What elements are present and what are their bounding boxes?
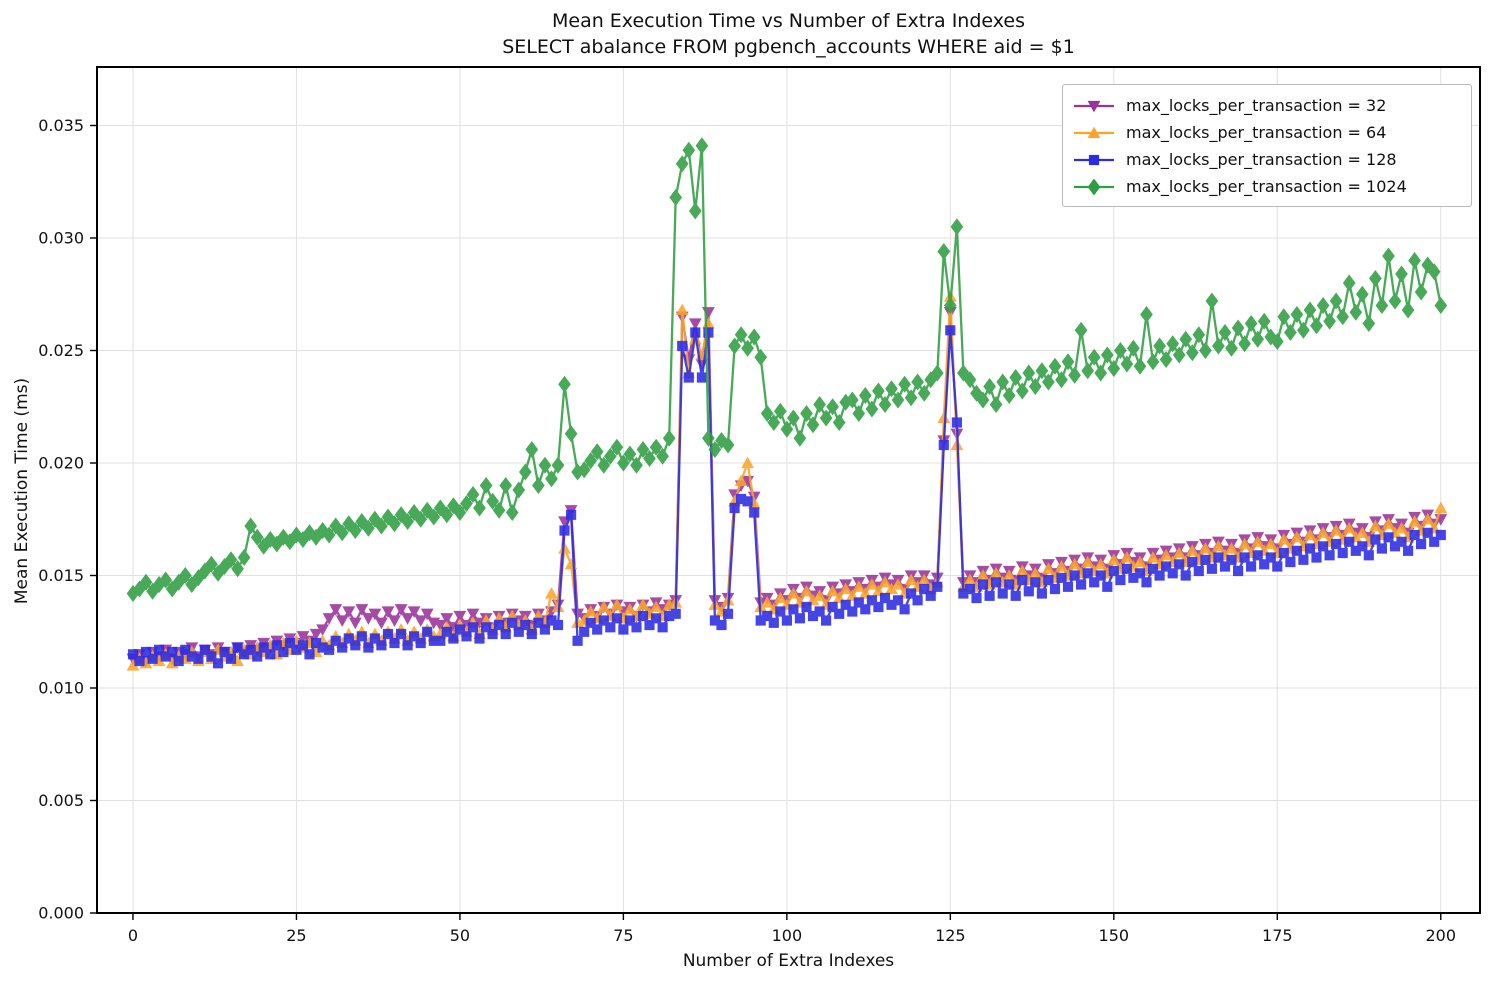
x-tick-label: 100 (772, 926, 803, 945)
x-tick-label: 0 (128, 926, 138, 945)
gridlines (97, 67, 1480, 914)
legend-item: max_locks_per_transaction = 1024 (1072, 173, 1461, 200)
x-tick-label: 25 (286, 926, 306, 945)
y-tick-label: 0.025 (38, 341, 84, 360)
legend-marker-diamond-icon (1074, 178, 1114, 195)
chart-subtitle: SELECT abalance FROM pgbench_accounts WH… (502, 36, 1075, 59)
x-tick-label: 150 (1099, 926, 1130, 945)
series-3 (127, 325, 1446, 669)
legend-label: max_locks_per_transaction = 32 (1126, 96, 1387, 115)
y-tick-label: 0.030 (38, 229, 84, 248)
chart-title-block: Mean Execution Time vs Number of Extra I… (97, 8, 1480, 60)
y-tick-label: 0.035 (38, 116, 84, 135)
legend-marker-triangle-down-icon (1074, 100, 1114, 112)
x-tick-label: 50 (450, 926, 470, 945)
legend-item: max_locks_per_transaction = 32 (1072, 92, 1461, 119)
y-axis-label: Mean Execution Time (ms) (12, 377, 32, 605)
legend-label: max_locks_per_transaction = 1024 (1126, 177, 1407, 196)
legend-item: max_locks_per_transaction = 64 (1072, 119, 1461, 146)
legend-marker-triangle-up-icon (1074, 126, 1114, 138)
x-tick-label: 75 (613, 926, 633, 945)
x-tick-label: 200 (1425, 926, 1456, 945)
x-tick-label: 125 (935, 926, 966, 945)
legend-marker-square-icon (1074, 154, 1114, 165)
legend-label: max_locks_per_transaction = 64 (1126, 123, 1387, 142)
legend: max_locks_per_transaction = 32 max_locks… (1062, 84, 1472, 207)
legend-label: max_locks_per_transaction = 128 (1126, 150, 1397, 169)
y-tick-label: 0.005 (38, 791, 84, 810)
series-4 (126, 137, 1448, 602)
x-tick-label: 175 (1262, 926, 1293, 945)
y-tick-label: 0.020 (38, 454, 84, 473)
y-tick-label: 0.010 (38, 679, 84, 698)
plot-border (96, 66, 1481, 914)
chart-title: Mean Execution Time vs Number of Extra I… (551, 10, 1026, 32)
legend-item: max_locks_per_transaction = 128 (1072, 146, 1461, 173)
series-markers-square (127, 325, 1446, 669)
tick-labels: 0 25 50 75 100 125 150 175 200 0.000 0.005 0.010 0.0… (38, 116, 1456, 945)
y-tick-label: 0.000 (38, 904, 84, 923)
x-axis-label: Number of Extra Indexes (682, 951, 895, 971)
ticks (90, 124, 1442, 920)
series-markers-triangle-down (126, 307, 1448, 668)
y-tick-label: 0.015 (38, 566, 84, 585)
